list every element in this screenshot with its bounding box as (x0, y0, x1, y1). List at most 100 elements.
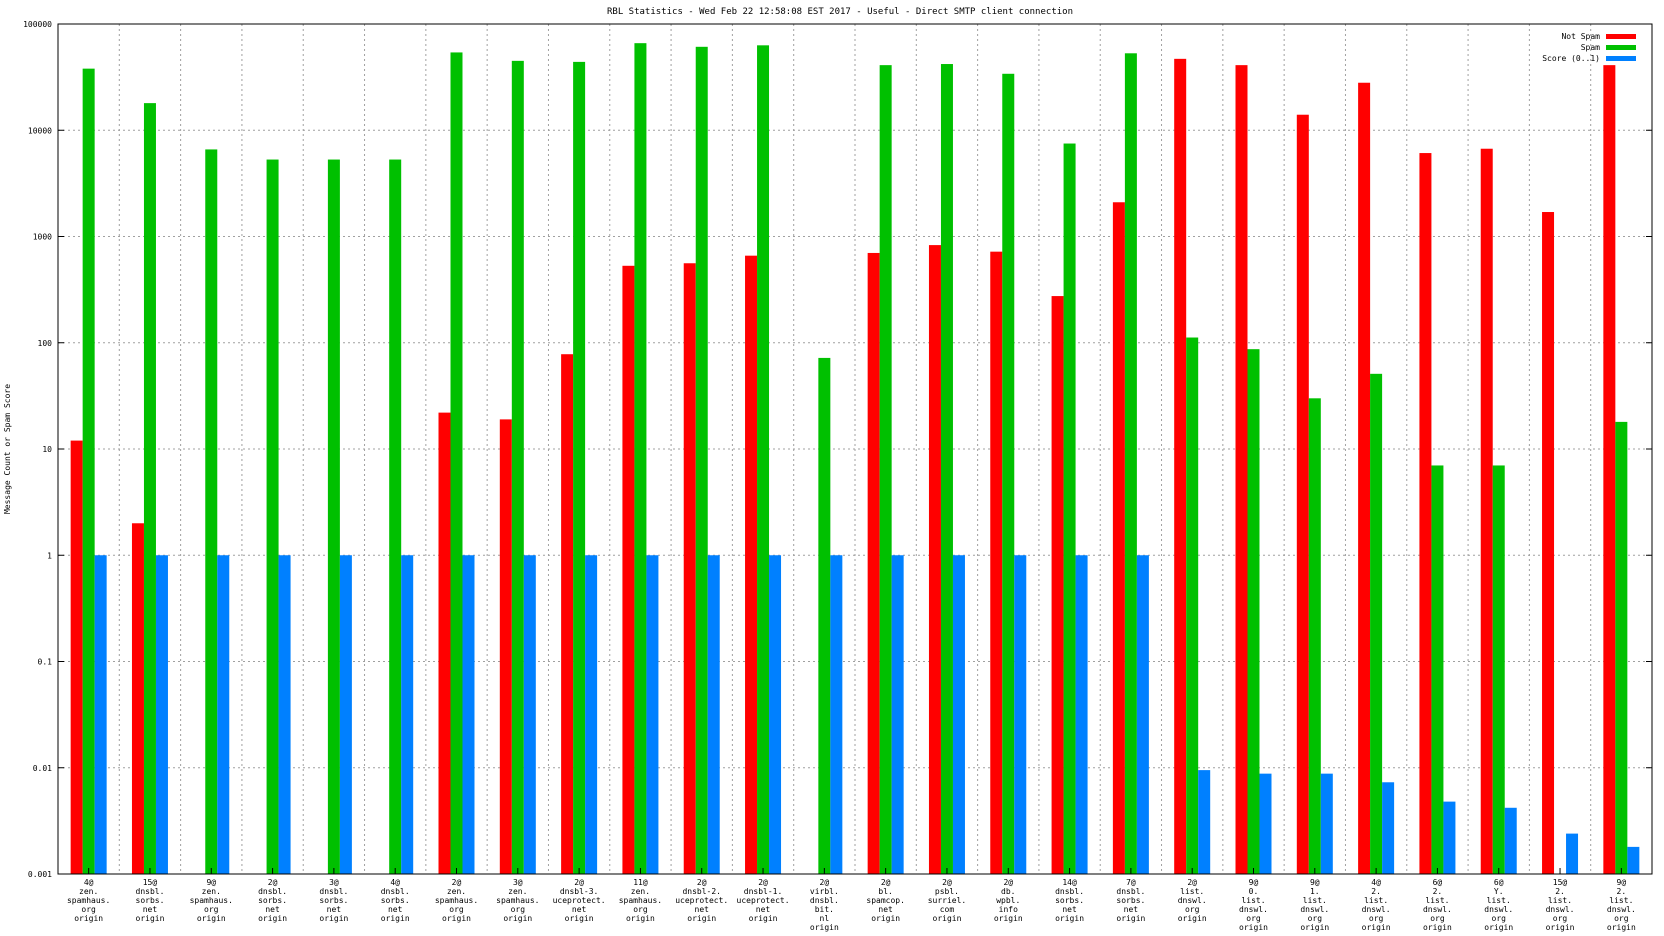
y-tick-label: 0.001 (28, 870, 52, 879)
x-tick-label: dnsbl. (1116, 887, 1145, 896)
x-tick-label: origin (1423, 923, 1452, 932)
x-tick-label: spamhaus. (190, 896, 233, 905)
bar-not-spam (561, 354, 574, 874)
x-tick-label: uceprotect. (737, 896, 790, 905)
legend-swatch (1606, 34, 1636, 39)
bar-not-spam (745, 255, 758, 874)
bar-spam (879, 65, 892, 874)
x-tick-label: 2@ (1003, 878, 1013, 887)
x-tick-label: origin (319, 914, 348, 923)
y-tick-label: 100000 (23, 20, 52, 29)
x-tick-label: com (940, 905, 955, 914)
x-tick-label: origin (687, 914, 716, 923)
x-tick-label: 4@ (1371, 878, 1381, 887)
x-tick-label: dnsbl. (258, 887, 287, 896)
x-tick-label: list. (1241, 896, 1265, 905)
x-tick-label: psbl. (935, 887, 959, 896)
x-tick-label: origin (503, 914, 532, 923)
x-tick-label: origin (749, 914, 778, 923)
x-tick-label: dnswl. (1178, 896, 1207, 905)
x-tick-label: sorbs. (1116, 896, 1145, 905)
x-tick-label: net (572, 905, 587, 914)
x-tick-label: origin (933, 914, 962, 923)
x-tick-label: net (265, 905, 280, 914)
x-tick-label: zen. (447, 887, 466, 896)
bar-spam (1370, 373, 1383, 874)
x-tick-label: dnsbl-1. (744, 887, 783, 896)
bar-score-0-1 (462, 555, 475, 874)
x-tick-label: 15@ (143, 878, 158, 887)
y-axis-label: Message Count or Spam Score (3, 384, 12, 514)
x-tick-label: net (1124, 905, 1139, 914)
legend-swatch (1606, 45, 1636, 50)
x-tick-label: dnswl. (1300, 905, 1329, 914)
x-tick-label: org (1369, 914, 1384, 923)
bar-score-0-1 (94, 555, 107, 874)
bar-score-0-1 (769, 555, 782, 874)
bar-not-spam (622, 265, 635, 875)
x-tick-label: spamhaus. (435, 896, 478, 905)
bar-spam (511, 60, 524, 874)
grid-layer (58, 24, 1652, 874)
bar-not-spam (1480, 148, 1493, 874)
x-tick-label: dnswl. (1362, 905, 1391, 914)
x-tick-label: bit. (815, 905, 834, 914)
bar-not-spam (1542, 212, 1555, 875)
x-tick-label: 3@ (513, 878, 523, 887)
x-tick-label: dnsbl. (1055, 887, 1084, 896)
bar-score-0-1 (1259, 773, 1272, 874)
x-tick-label: origin (626, 914, 655, 923)
x-tick-label: 2@ (942, 878, 952, 887)
bar-score-0-1 (1443, 801, 1456, 874)
x-tick-label: origin (197, 914, 226, 923)
x-tick-label: sorbs. (381, 896, 410, 905)
x-tick-label: list. (1364, 896, 1388, 905)
bar-not-spam (1603, 65, 1616, 874)
x-tick-label: spamhaus. (67, 896, 110, 905)
x-tick-label: origin (1300, 923, 1329, 932)
bar-not-spam (499, 419, 512, 874)
legend-swatch (1606, 56, 1636, 61)
x-tick-label: org (1308, 914, 1323, 923)
x-tick-label: sorbs. (258, 896, 287, 905)
x-tick-label: origin (258, 914, 287, 923)
bar-spam (1063, 143, 1076, 875)
x-tick-label: bl. (878, 887, 892, 896)
y-tick-label: 1 (47, 551, 52, 560)
bar-score-0-1 (585, 555, 598, 874)
bar-score-0-1 (891, 555, 904, 874)
x-tick-label: list. (1303, 896, 1327, 905)
x-tick-label: info (999, 905, 1018, 914)
x-tick-label: org (449, 905, 464, 914)
x-tick-label: origin (1484, 923, 1513, 932)
x-tick-label: 9@ (1310, 878, 1320, 887)
x-tick-label: dnswl. (1484, 905, 1513, 914)
x-tick-label: wpbl. (996, 896, 1020, 905)
legend-label: Score (0..1) (1542, 54, 1600, 63)
bar-spam (1002, 73, 1015, 874)
bar-not-spam (131, 523, 144, 874)
bar-spam (327, 159, 340, 875)
x-tick-label: Y. (1494, 887, 1504, 896)
bar-score-0-1 (1627, 846, 1640, 874)
x-tick-label: net (1062, 905, 1077, 914)
x-tick-label: 2@ (697, 878, 707, 887)
bar-spam (389, 159, 402, 875)
x-tick-label: origin (994, 914, 1023, 923)
bar-spam (818, 357, 831, 874)
bar-not-spam (70, 440, 83, 874)
x-tick-label: dnsbl. (381, 887, 410, 896)
x-tick-label: 1. (1310, 887, 1320, 896)
bar-score-0-1 (1320, 773, 1333, 874)
x-axis: 4@zen.spamhaus.orgorigin15@dnsbl.sorbs.n… (67, 868, 1636, 932)
x-tick-label: dnsbl-3. (560, 887, 599, 896)
x-tick-label: 2@ (881, 878, 891, 887)
x-tick-label: 2@ (820, 878, 830, 887)
x-tick-label: origin (565, 914, 594, 923)
x-tick-label: origin (442, 914, 471, 923)
x-tick-label: surriel. (928, 896, 967, 905)
x-tick-label: sorbs. (136, 896, 165, 905)
bar-not-spam (683, 263, 696, 875)
x-tick-label: origin (1055, 914, 1084, 923)
